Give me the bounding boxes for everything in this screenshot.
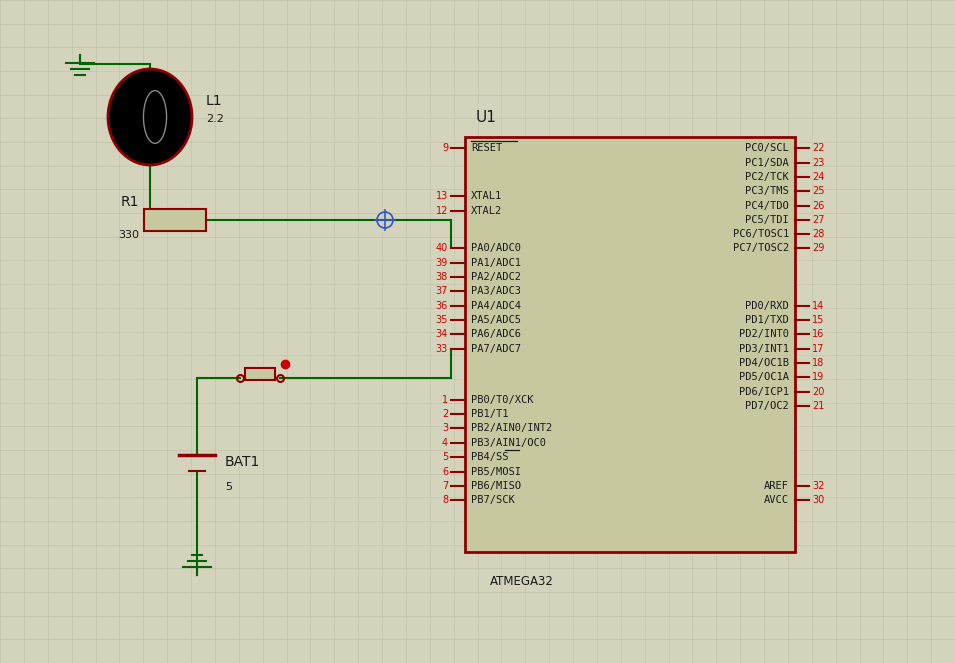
Text: 29: 29	[812, 243, 824, 253]
Text: 1: 1	[442, 395, 448, 405]
Text: PB1/T1: PB1/T1	[471, 409, 508, 419]
Text: PA2/ADC2: PA2/ADC2	[471, 272, 521, 282]
Text: PC0/SCL: PC0/SCL	[745, 143, 789, 153]
Text: BAT1: BAT1	[225, 455, 261, 469]
Text: PC7/TOSC2: PC7/TOSC2	[732, 243, 789, 253]
Text: 30: 30	[812, 495, 824, 505]
Text: PD0/RXD: PD0/RXD	[745, 301, 789, 311]
Text: PB7/SCK: PB7/SCK	[471, 495, 515, 505]
Text: PB0/T0/XCK: PB0/T0/XCK	[471, 395, 534, 405]
Text: 9: 9	[442, 143, 448, 153]
Text: 24: 24	[812, 172, 824, 182]
Text: 39: 39	[435, 258, 448, 268]
Text: PB2/AIN0/INT2: PB2/AIN0/INT2	[471, 423, 552, 433]
Bar	[144, 209, 206, 231]
Text: 23: 23	[812, 158, 824, 168]
Bar	[245, 368, 275, 380]
Text: PC2/TCK: PC2/TCK	[745, 172, 789, 182]
Text: 5: 5	[442, 452, 448, 462]
Text: PD4/OC1B: PD4/OC1B	[739, 358, 789, 368]
Text: PC6/TOSC1: PC6/TOSC1	[732, 229, 789, 239]
Text: 4: 4	[442, 438, 448, 448]
Text: XTAL1: XTAL1	[471, 191, 502, 201]
Text: 2: 2	[442, 409, 448, 419]
Text: 3: 3	[442, 423, 448, 433]
Text: RESET: RESET	[471, 143, 502, 153]
Text: PA7/ADC7: PA7/ADC7	[471, 344, 521, 354]
Text: 32: 32	[812, 481, 824, 491]
Ellipse shape	[108, 69, 192, 165]
Text: 22: 22	[812, 143, 824, 153]
Text: 26: 26	[812, 201, 824, 211]
Text: R1: R1	[120, 195, 139, 209]
Text: 28: 28	[812, 229, 824, 239]
Text: PC5/TDI: PC5/TDI	[745, 215, 789, 225]
Text: PA1/ADC1: PA1/ADC1	[471, 258, 521, 268]
Text: 12: 12	[435, 206, 448, 216]
Text: PC1/SDA: PC1/SDA	[745, 158, 789, 168]
Bar	[465, 137, 795, 552]
Text: PA6/ADC6: PA6/ADC6	[471, 329, 521, 339]
Text: 5: 5	[225, 482, 232, 492]
Text: PB3/AIN1/OC0: PB3/AIN1/OC0	[471, 438, 546, 448]
Text: 33: 33	[435, 344, 448, 354]
Text: 2.2: 2.2	[206, 114, 223, 124]
Text: 13: 13	[435, 191, 448, 201]
Text: PB5/MOSI: PB5/MOSI	[471, 467, 521, 477]
Text: ATMEGA32: ATMEGA32	[490, 575, 554, 588]
Text: 40: 40	[435, 243, 448, 253]
Text: 16: 16	[812, 329, 824, 339]
Text: AREF: AREF	[764, 481, 789, 491]
Text: PA4/ADC4: PA4/ADC4	[471, 301, 521, 311]
Text: 34: 34	[435, 329, 448, 339]
Text: PA0/ADC0: PA0/ADC0	[471, 243, 521, 253]
Text: PD7/OC2: PD7/OC2	[745, 401, 789, 411]
Text: PD3/INT1: PD3/INT1	[739, 344, 789, 354]
Text: PD6/ICP1: PD6/ICP1	[739, 387, 789, 397]
Text: 38: 38	[435, 272, 448, 282]
Text: 330: 330	[118, 230, 139, 240]
Text: PB6/MISO: PB6/MISO	[471, 481, 521, 491]
Text: 37: 37	[435, 286, 448, 296]
Text: 35: 35	[435, 315, 448, 325]
Text: XTAL2: XTAL2	[471, 206, 502, 216]
Text: 8: 8	[442, 495, 448, 505]
Text: AVCC: AVCC	[764, 495, 789, 505]
Text: 25: 25	[812, 186, 824, 196]
Text: L1: L1	[206, 94, 223, 108]
Text: 15: 15	[812, 315, 824, 325]
Text: PC3/TMS: PC3/TMS	[745, 186, 789, 196]
Text: 36: 36	[435, 301, 448, 311]
Text: PA3/ADC3: PA3/ADC3	[471, 286, 521, 296]
Text: 18: 18	[812, 358, 824, 368]
Text: 14: 14	[812, 301, 824, 311]
Text: 6: 6	[442, 467, 448, 477]
Text: PD5/OC1A: PD5/OC1A	[739, 372, 789, 382]
Text: PB4/SS: PB4/SS	[471, 452, 508, 462]
Text: 20: 20	[812, 387, 824, 397]
Text: PD2/INT0: PD2/INT0	[739, 329, 789, 339]
Text: 7: 7	[442, 481, 448, 491]
Text: PA5/ADC5: PA5/ADC5	[471, 315, 521, 325]
Text: PC4/TDO: PC4/TDO	[745, 201, 789, 211]
Text: 19: 19	[812, 372, 824, 382]
Text: 17: 17	[812, 344, 824, 354]
Text: PD1/TXD: PD1/TXD	[745, 315, 789, 325]
Text: U1: U1	[476, 110, 497, 125]
Text: 21: 21	[812, 401, 824, 411]
Text: 27: 27	[812, 215, 824, 225]
